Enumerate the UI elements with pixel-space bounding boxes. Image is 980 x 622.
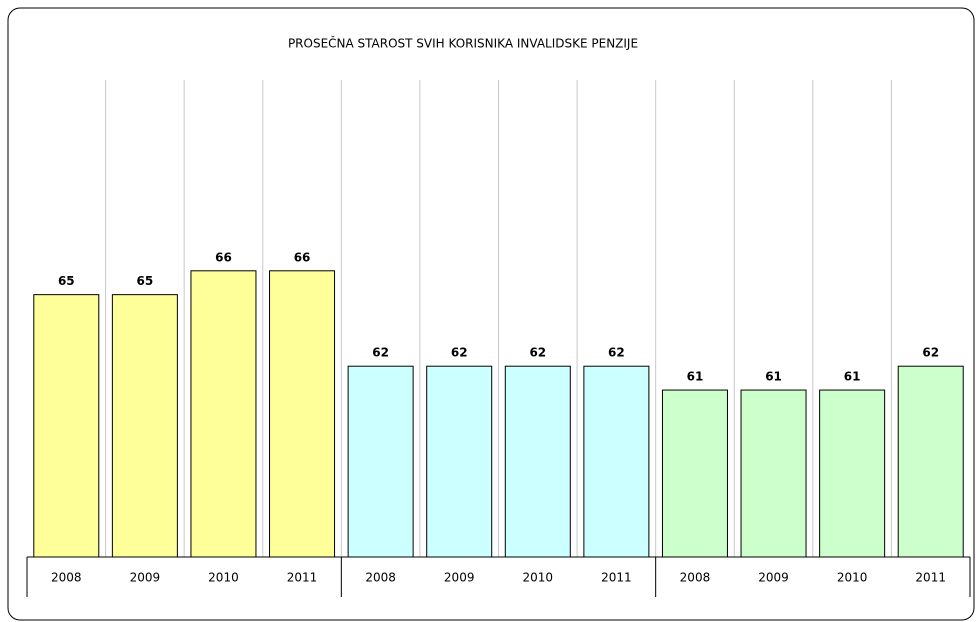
x-tick-label: 2009 [130,571,161,585]
data-label: 62 [922,346,939,360]
bar [347,365,414,558]
bar [426,365,493,558]
x-tick-label: 2008 [680,571,711,585]
data-label: 61 [687,370,704,384]
data-label: 62 [372,346,389,360]
x-tick-label: 2010 [523,571,554,585]
data-label: 62 [608,346,625,360]
bar [111,294,178,558]
chart-title: PROSEČNA STAROST SVIH KORISNIKA INVALIDS… [288,36,638,51]
x-tick-label: 2011 [915,571,946,585]
bar [504,365,571,558]
x-tick-label: 2009 [444,571,475,585]
data-label: 62 [451,346,468,360]
data-label: 62 [529,346,546,360]
data-label: 61 [844,370,861,384]
data-label: 61 [765,370,782,384]
bar [897,365,964,558]
bar [33,294,100,558]
data-label: 65 [58,274,75,288]
x-tick-label: 2011 [287,571,318,585]
x-tick-label: 2008 [365,571,396,585]
x-tick-label: 2011 [601,571,632,585]
x-tick-label: 2010 [208,571,239,585]
data-label: 66 [294,250,311,264]
x-tick-label: 2010 [837,571,868,585]
bar [819,389,886,558]
data-label: 66 [215,250,232,264]
bar [583,365,650,558]
bar [661,389,728,558]
x-tick-label: 2008 [51,571,82,585]
data-label: 65 [137,274,154,288]
x-tick-label: 2009 [758,571,789,585]
bar [190,270,257,558]
bar [740,389,807,558]
bar [269,270,336,558]
